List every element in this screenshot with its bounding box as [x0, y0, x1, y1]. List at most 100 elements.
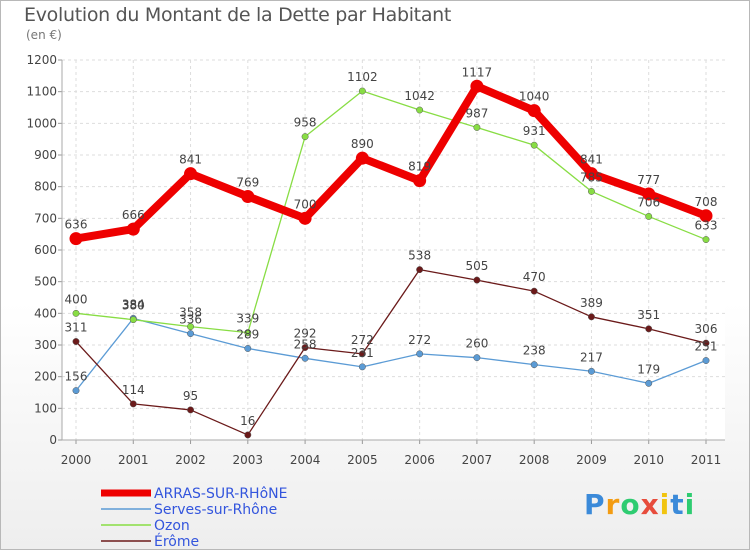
data-label: 16	[240, 414, 255, 428]
x-tick-label: 2008	[519, 453, 550, 467]
data-point	[298, 211, 312, 225]
data-label: 114	[122, 383, 145, 397]
data-label: 389	[580, 296, 603, 310]
data-point	[355, 151, 369, 165]
data-point	[187, 406, 194, 414]
data-point	[72, 338, 80, 345]
data-point	[473, 124, 481, 131]
data-label: 358	[179, 306, 202, 320]
data-label: 1042	[404, 89, 435, 103]
data-label: 351	[637, 308, 660, 322]
data-label: 311	[65, 321, 88, 335]
y-tick-label: 900	[34, 148, 57, 162]
data-point	[244, 329, 252, 337]
data-point	[699, 209, 713, 223]
data-label: 260	[465, 337, 488, 351]
data-label: 538	[408, 249, 431, 263]
legend-label: Érôme	[154, 533, 199, 550]
logo-letter: r	[605, 488, 621, 521]
logo-letter: x	[640, 488, 660, 521]
data-label: 636	[65, 218, 88, 232]
data-label: 292	[294, 327, 317, 341]
data-label: 179	[637, 362, 660, 376]
data-point	[301, 133, 309, 141]
logo-letter: t	[670, 488, 685, 521]
y-tick-label: 1000	[26, 116, 57, 130]
data-point	[129, 316, 137, 324]
x-tick-label: 2010	[633, 453, 664, 467]
logo-letter: i	[684, 488, 696, 521]
data-point	[126, 222, 140, 236]
data-label: 384	[122, 297, 145, 311]
data-point	[244, 345, 252, 352]
data-label: 400	[65, 292, 88, 306]
data-label: 339	[236, 312, 259, 326]
x-tick-label: 2005	[347, 453, 378, 467]
data-label: 706	[637, 195, 660, 209]
y-tick-label: 0	[49, 433, 57, 447]
data-point	[530, 287, 538, 295]
data-point	[416, 266, 424, 274]
chart-subtitle: (en €)	[26, 28, 62, 42]
data-label: 890	[351, 137, 374, 151]
data-point	[129, 400, 137, 408]
x-tick-label: 2007	[462, 453, 493, 467]
data-label: 336	[179, 313, 202, 327]
legend-label: Serves-sur-Rhône	[154, 502, 277, 518]
data-point	[473, 354, 481, 362]
x-tick-label: 2002	[175, 453, 206, 467]
series-line-0	[75, 82, 708, 243]
y-tick-label: 600	[34, 243, 57, 257]
data-point	[187, 330, 194, 338]
data-label: 272	[351, 333, 374, 347]
data-label: 633	[695, 219, 718, 233]
data-label: 251	[695, 340, 718, 354]
x-tick-label: 2000	[61, 453, 92, 467]
data-point	[301, 354, 309, 362]
data-point	[301, 344, 309, 351]
y-tick-label: 1100	[26, 85, 57, 99]
data-label: 231	[351, 346, 374, 360]
data-point	[358, 350, 366, 358]
data-label: 258	[294, 337, 317, 351]
data-point	[588, 367, 595, 375]
data-point	[187, 323, 194, 331]
data-label: 958	[294, 116, 317, 130]
data-label: 1102	[347, 70, 378, 84]
data-label: 785	[580, 170, 603, 184]
data-point	[184, 167, 198, 181]
data-label: 1117	[462, 65, 493, 79]
data-point	[530, 361, 538, 369]
data-point	[645, 212, 653, 220]
y-tick-label: 200	[34, 370, 57, 384]
data-label: 95	[183, 389, 198, 403]
data-point	[702, 357, 710, 364]
data-label: 841	[179, 153, 202, 167]
data-label: 931	[523, 124, 546, 138]
data-point	[470, 79, 484, 93]
data-point	[241, 189, 255, 203]
data-point	[588, 313, 595, 321]
y-tick-label: 800	[34, 180, 57, 194]
x-tick-label: 2006	[404, 453, 435, 467]
data-point	[416, 350, 424, 358]
y-tick-label: 100	[34, 401, 57, 415]
data-point	[530, 141, 538, 149]
data-label: 505	[465, 259, 488, 273]
data-point	[72, 309, 80, 317]
data-label: 289	[236, 327, 259, 341]
data-label: 700	[294, 197, 317, 211]
legend-label: Ozon	[154, 518, 190, 534]
logo-letter: o	[620, 488, 641, 521]
data-point	[358, 87, 366, 95]
legend-label: ARRAS-SUR-RHôNE	[154, 486, 287, 502]
x-tick-label: 2004	[290, 453, 321, 467]
y-tick-label: 400	[34, 306, 57, 320]
data-label: 306	[695, 322, 718, 336]
data-label: 1040	[519, 90, 550, 104]
data-label: 156	[65, 370, 88, 384]
data-label: 217	[580, 350, 603, 364]
data-point	[72, 387, 80, 395]
data-point	[69, 232, 83, 246]
